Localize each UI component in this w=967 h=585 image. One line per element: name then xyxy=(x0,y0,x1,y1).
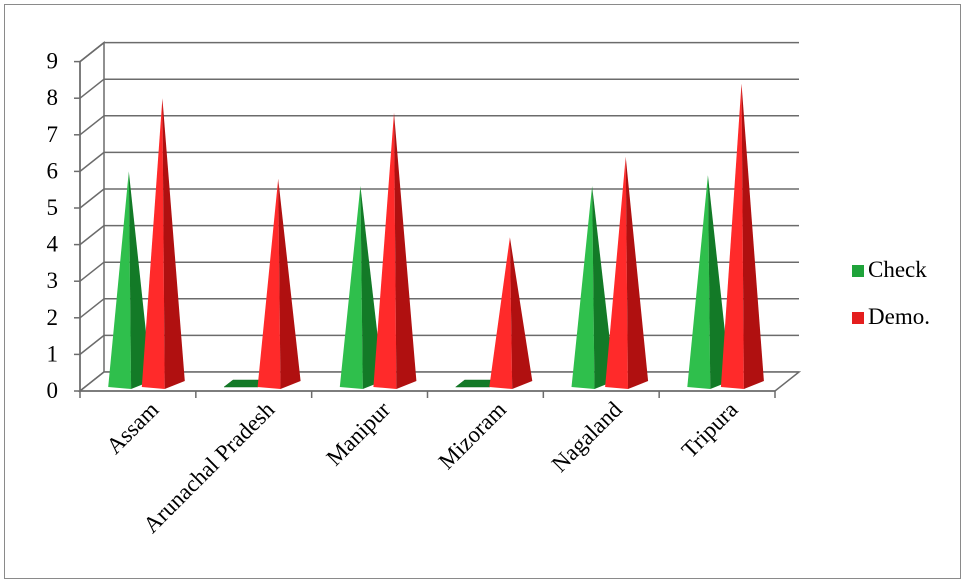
bar-check-nagaland xyxy=(571,186,615,389)
legend-label: Demo. xyxy=(868,304,930,329)
gridline xyxy=(79,261,799,282)
gridlines xyxy=(79,41,799,392)
y-tick-label: 0 xyxy=(47,378,59,403)
gridline xyxy=(79,151,799,172)
x-tick-label: Assam xyxy=(101,397,163,459)
legend-item: Check xyxy=(852,257,927,282)
legend-swatch xyxy=(852,265,864,277)
bar-demo-manipur xyxy=(373,112,417,390)
y-tick-label: 3 xyxy=(47,268,59,293)
x-tick-label: Nagaland xyxy=(547,397,627,477)
y-tick-label: 5 xyxy=(47,195,59,220)
x-tick-label: Tripura xyxy=(677,397,743,463)
gridline xyxy=(79,188,799,209)
gridline xyxy=(79,298,799,319)
y-axis: 0 1 2 3 4 5 6 7 8 9 xyxy=(47,49,81,403)
gridline xyxy=(79,115,799,136)
legend: Check Demo. xyxy=(852,257,930,329)
bar-demo-arunachal-pradesh xyxy=(257,178,301,389)
legend-label: Check xyxy=(868,257,927,282)
y-tick-label: 4 xyxy=(47,232,59,257)
y-tick-label: 2 xyxy=(47,305,59,330)
y-tick-label: 1 xyxy=(47,341,59,366)
y-tick-label: 7 xyxy=(47,122,59,147)
gridline xyxy=(79,78,799,99)
y-tick-label: 6 xyxy=(47,158,59,183)
y-tick-label: 8 xyxy=(47,85,59,110)
gridline xyxy=(79,334,799,355)
y-tick-label: 9 xyxy=(47,49,59,74)
x-tick-label: Mizoram xyxy=(434,397,511,474)
x-tick-label: Manipur xyxy=(321,397,395,471)
bar-demo-nagaland xyxy=(605,156,649,389)
legend-item: Demo. xyxy=(852,304,930,329)
gridline xyxy=(79,224,799,246)
bars xyxy=(108,83,764,390)
gridline xyxy=(79,41,799,63)
bar-demo-assam xyxy=(141,98,185,389)
legend-swatch xyxy=(852,312,864,324)
bar-demo-mizoram xyxy=(489,237,533,389)
bar-demo-tripura xyxy=(720,83,764,389)
